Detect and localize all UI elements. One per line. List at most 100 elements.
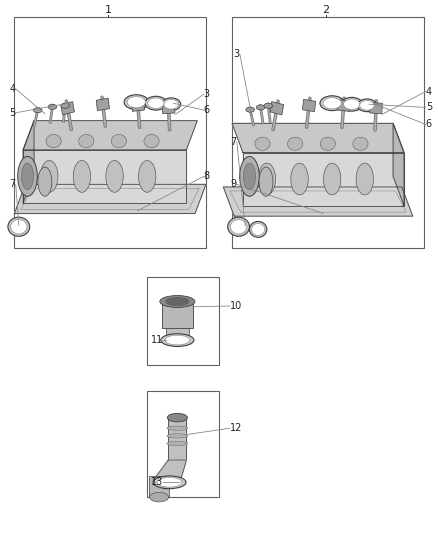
Bar xyxy=(232,17,424,248)
Ellipse shape xyxy=(246,107,254,112)
Polygon shape xyxy=(370,102,382,114)
Polygon shape xyxy=(232,123,404,152)
Ellipse shape xyxy=(38,167,52,196)
Ellipse shape xyxy=(166,335,189,340)
Text: 3: 3 xyxy=(234,50,240,59)
Text: 7: 7 xyxy=(230,137,237,147)
Bar xyxy=(166,328,189,337)
Ellipse shape xyxy=(288,137,303,150)
Ellipse shape xyxy=(320,96,344,111)
Ellipse shape xyxy=(167,441,188,446)
Ellipse shape xyxy=(106,160,123,192)
Ellipse shape xyxy=(46,134,61,148)
Text: 10: 10 xyxy=(230,301,242,311)
Text: 1: 1 xyxy=(105,5,112,15)
Text: 5: 5 xyxy=(426,102,432,112)
Ellipse shape xyxy=(343,99,360,109)
Ellipse shape xyxy=(167,414,187,422)
Polygon shape xyxy=(302,99,316,112)
Ellipse shape xyxy=(264,103,272,108)
Ellipse shape xyxy=(167,434,188,438)
Ellipse shape xyxy=(360,101,374,110)
Ellipse shape xyxy=(165,335,190,345)
Ellipse shape xyxy=(256,105,265,110)
Text: 5: 5 xyxy=(10,108,16,118)
Ellipse shape xyxy=(124,95,148,110)
Ellipse shape xyxy=(21,163,34,190)
Ellipse shape xyxy=(244,163,255,190)
Ellipse shape xyxy=(149,492,169,502)
Text: 6: 6 xyxy=(204,105,210,115)
Ellipse shape xyxy=(357,99,377,112)
Ellipse shape xyxy=(41,160,58,192)
Ellipse shape xyxy=(164,100,178,109)
Polygon shape xyxy=(23,150,186,203)
Bar xyxy=(147,277,219,365)
Text: 6: 6 xyxy=(426,119,432,130)
Ellipse shape xyxy=(228,217,250,236)
Ellipse shape xyxy=(111,134,127,148)
Ellipse shape xyxy=(353,137,368,150)
Ellipse shape xyxy=(48,104,57,109)
Text: 12: 12 xyxy=(230,423,242,433)
Polygon shape xyxy=(153,460,187,489)
Ellipse shape xyxy=(144,134,159,148)
Ellipse shape xyxy=(291,163,308,195)
Text: 11: 11 xyxy=(151,335,163,345)
Bar xyxy=(162,302,193,328)
Ellipse shape xyxy=(157,478,182,487)
Ellipse shape xyxy=(258,163,276,195)
Text: 9: 9 xyxy=(231,179,237,189)
Text: 4: 4 xyxy=(426,86,432,96)
Text: 4: 4 xyxy=(10,84,16,94)
Ellipse shape xyxy=(167,426,188,430)
Ellipse shape xyxy=(356,163,374,195)
Polygon shape xyxy=(337,100,350,111)
Ellipse shape xyxy=(162,98,181,111)
Ellipse shape xyxy=(240,157,259,196)
Polygon shape xyxy=(61,102,74,115)
Ellipse shape xyxy=(138,160,156,192)
Ellipse shape xyxy=(161,334,194,346)
Polygon shape xyxy=(393,123,404,206)
Bar xyxy=(147,391,219,497)
Ellipse shape xyxy=(8,217,30,236)
Ellipse shape xyxy=(166,297,189,305)
Ellipse shape xyxy=(18,157,37,196)
Text: 13: 13 xyxy=(151,477,163,487)
Polygon shape xyxy=(23,120,34,203)
Polygon shape xyxy=(243,152,404,206)
Bar xyxy=(14,17,206,248)
Ellipse shape xyxy=(252,223,265,236)
Ellipse shape xyxy=(79,134,94,148)
Polygon shape xyxy=(131,100,145,111)
Polygon shape xyxy=(223,187,413,216)
Ellipse shape xyxy=(153,476,186,489)
Polygon shape xyxy=(23,120,197,150)
Text: 7: 7 xyxy=(10,179,16,189)
Ellipse shape xyxy=(145,96,167,110)
Ellipse shape xyxy=(160,295,195,308)
Ellipse shape xyxy=(148,98,164,108)
Polygon shape xyxy=(96,98,110,111)
Text: 3: 3 xyxy=(204,89,210,99)
Text: 8: 8 xyxy=(204,172,210,181)
Polygon shape xyxy=(14,184,206,214)
Polygon shape xyxy=(270,102,284,115)
Bar xyxy=(149,476,169,497)
Bar xyxy=(168,418,187,460)
Ellipse shape xyxy=(323,163,341,195)
Ellipse shape xyxy=(259,167,273,196)
Ellipse shape xyxy=(11,220,27,234)
Ellipse shape xyxy=(61,103,70,108)
Ellipse shape xyxy=(73,160,91,192)
Ellipse shape xyxy=(323,98,341,109)
Ellipse shape xyxy=(127,96,145,108)
Polygon shape xyxy=(162,102,175,114)
Text: 2: 2 xyxy=(322,5,329,15)
Ellipse shape xyxy=(320,137,336,150)
Ellipse shape xyxy=(255,137,270,150)
Ellipse shape xyxy=(341,98,363,111)
Ellipse shape xyxy=(250,221,267,237)
Ellipse shape xyxy=(230,220,247,234)
